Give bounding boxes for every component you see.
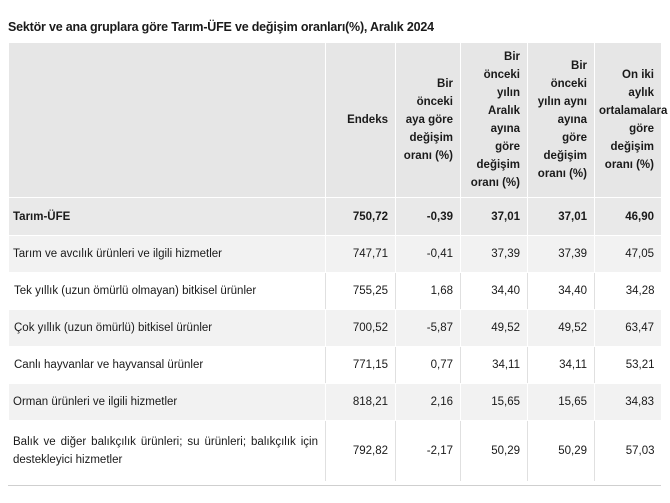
row-label-text: Balık ve diğer balıkçılık ürünleri; su ü… [13,436,318,466]
cell-endeks: 792,82 [325,420,396,482]
table-row: Tarım ve avcılık ürünleri ve ilgili hizm… [8,235,662,273]
cell-december-change: 34,40 [460,272,528,310]
cell-endeks: 818,21 [325,383,396,421]
cell-average-change: 34,28 [594,272,662,310]
table-bottom-divider [8,485,661,486]
cell-annual-change: 34,40 [527,272,595,310]
table-row: Canlı hayvanlar ve hayvansal ürünler 771… [8,346,662,384]
cell-average-change: 53,21 [594,346,662,384]
table-row: Çok yıllık (uzun ömürlü) bitkisel ürünle… [8,309,662,347]
cell-endeks: 755,25 [325,272,396,310]
table-row: Balık ve diğer balıkçılık ürünleri; su ü… [8,420,662,482]
table-row: Tek yıllık (uzun ömürlü olmayan) bitkise… [8,272,662,310]
cell-endeks: 750,72 [325,197,396,236]
cell-annual-change: 50,29 [527,420,595,482]
cell-endeks: 747,71 [325,235,396,273]
cell-monthly-change: -0,41 [395,235,461,273]
cell-monthly-change: -2,17 [395,420,461,482]
header-december-change: Bir önceki yılın Aralık ayına göre değiş… [460,42,528,198]
table-row: Tarım-ÜFE 750,72 -0,39 37,01 37,01 46,90 [8,197,662,236]
cell-average-change: 46,90 [594,197,662,236]
row-label: Tarım ve avcılık ürünleri ve ilgili hizm… [8,235,326,273]
cell-december-change: 49,52 [460,309,528,347]
cell-monthly-change: 0,77 [395,346,461,384]
header-endeks: Endeks [325,42,396,198]
header-annual-change: Bir önceki yılın aynı ayına göre değişim… [527,42,595,198]
cell-endeks: 771,15 [325,346,396,384]
row-label: Orman ürünleri ve ilgili hizmetler [8,383,326,421]
header-stub [8,42,326,198]
header-row: Endeks Bir önceki aya göre değişim oranı… [8,42,667,198]
row-label: Çok yıllık (uzun ömürlü) bitkisel ürünle… [8,309,326,347]
cell-monthly-change: 2,16 [395,383,461,421]
header-twelve-month-average-change: On iki aylık ortalamalara göre değişim o… [594,42,667,198]
cell-average-change: 34,83 [594,383,662,421]
row-label: Canlı hayvanlar ve hayvansal ürünler [8,346,326,384]
cell-december-change: 15,65 [460,383,528,421]
cell-average-change: 63,47 [594,309,662,347]
cell-average-change: 57,03 [594,420,662,482]
cell-december-change: 37,39 [460,235,528,273]
cell-endeks: 700,52 [325,309,396,347]
cell-monthly-change: -5,87 [395,309,461,347]
table-row: Orman ürünleri ve ilgili hizmetler 818,2… [8,383,662,421]
row-label: Tek yıllık (uzun ömürlü olmayan) bitkise… [8,272,326,310]
cell-december-change: 50,29 [460,420,528,482]
cell-annual-change: 37,01 [527,197,595,236]
cell-annual-change: 37,39 [527,235,595,273]
cell-december-change: 34,11 [460,346,528,384]
cell-average-change: 47,05 [594,235,662,273]
data-table: Endeks Bir önceki aya göre değişim oranı… [8,42,667,482]
cell-annual-change: 34,11 [527,346,595,384]
header-monthly-change: Bir önceki aya göre değişim oranı (%) [395,42,461,198]
row-label: Tarım-ÜFE [8,197,326,236]
cell-monthly-change: -0,39 [395,197,461,236]
cell-annual-change: 49,52 [527,309,595,347]
cell-annual-change: 15,65 [527,383,595,421]
table-title: Sektör ve ana gruplara göre Tarım-ÜFE ve… [8,20,434,34]
cell-december-change: 37,01 [460,197,528,236]
cell-monthly-change: 1,68 [395,272,461,310]
row-label: Balık ve diğer balıkçılık ürünleri; su ü… [8,420,326,482]
